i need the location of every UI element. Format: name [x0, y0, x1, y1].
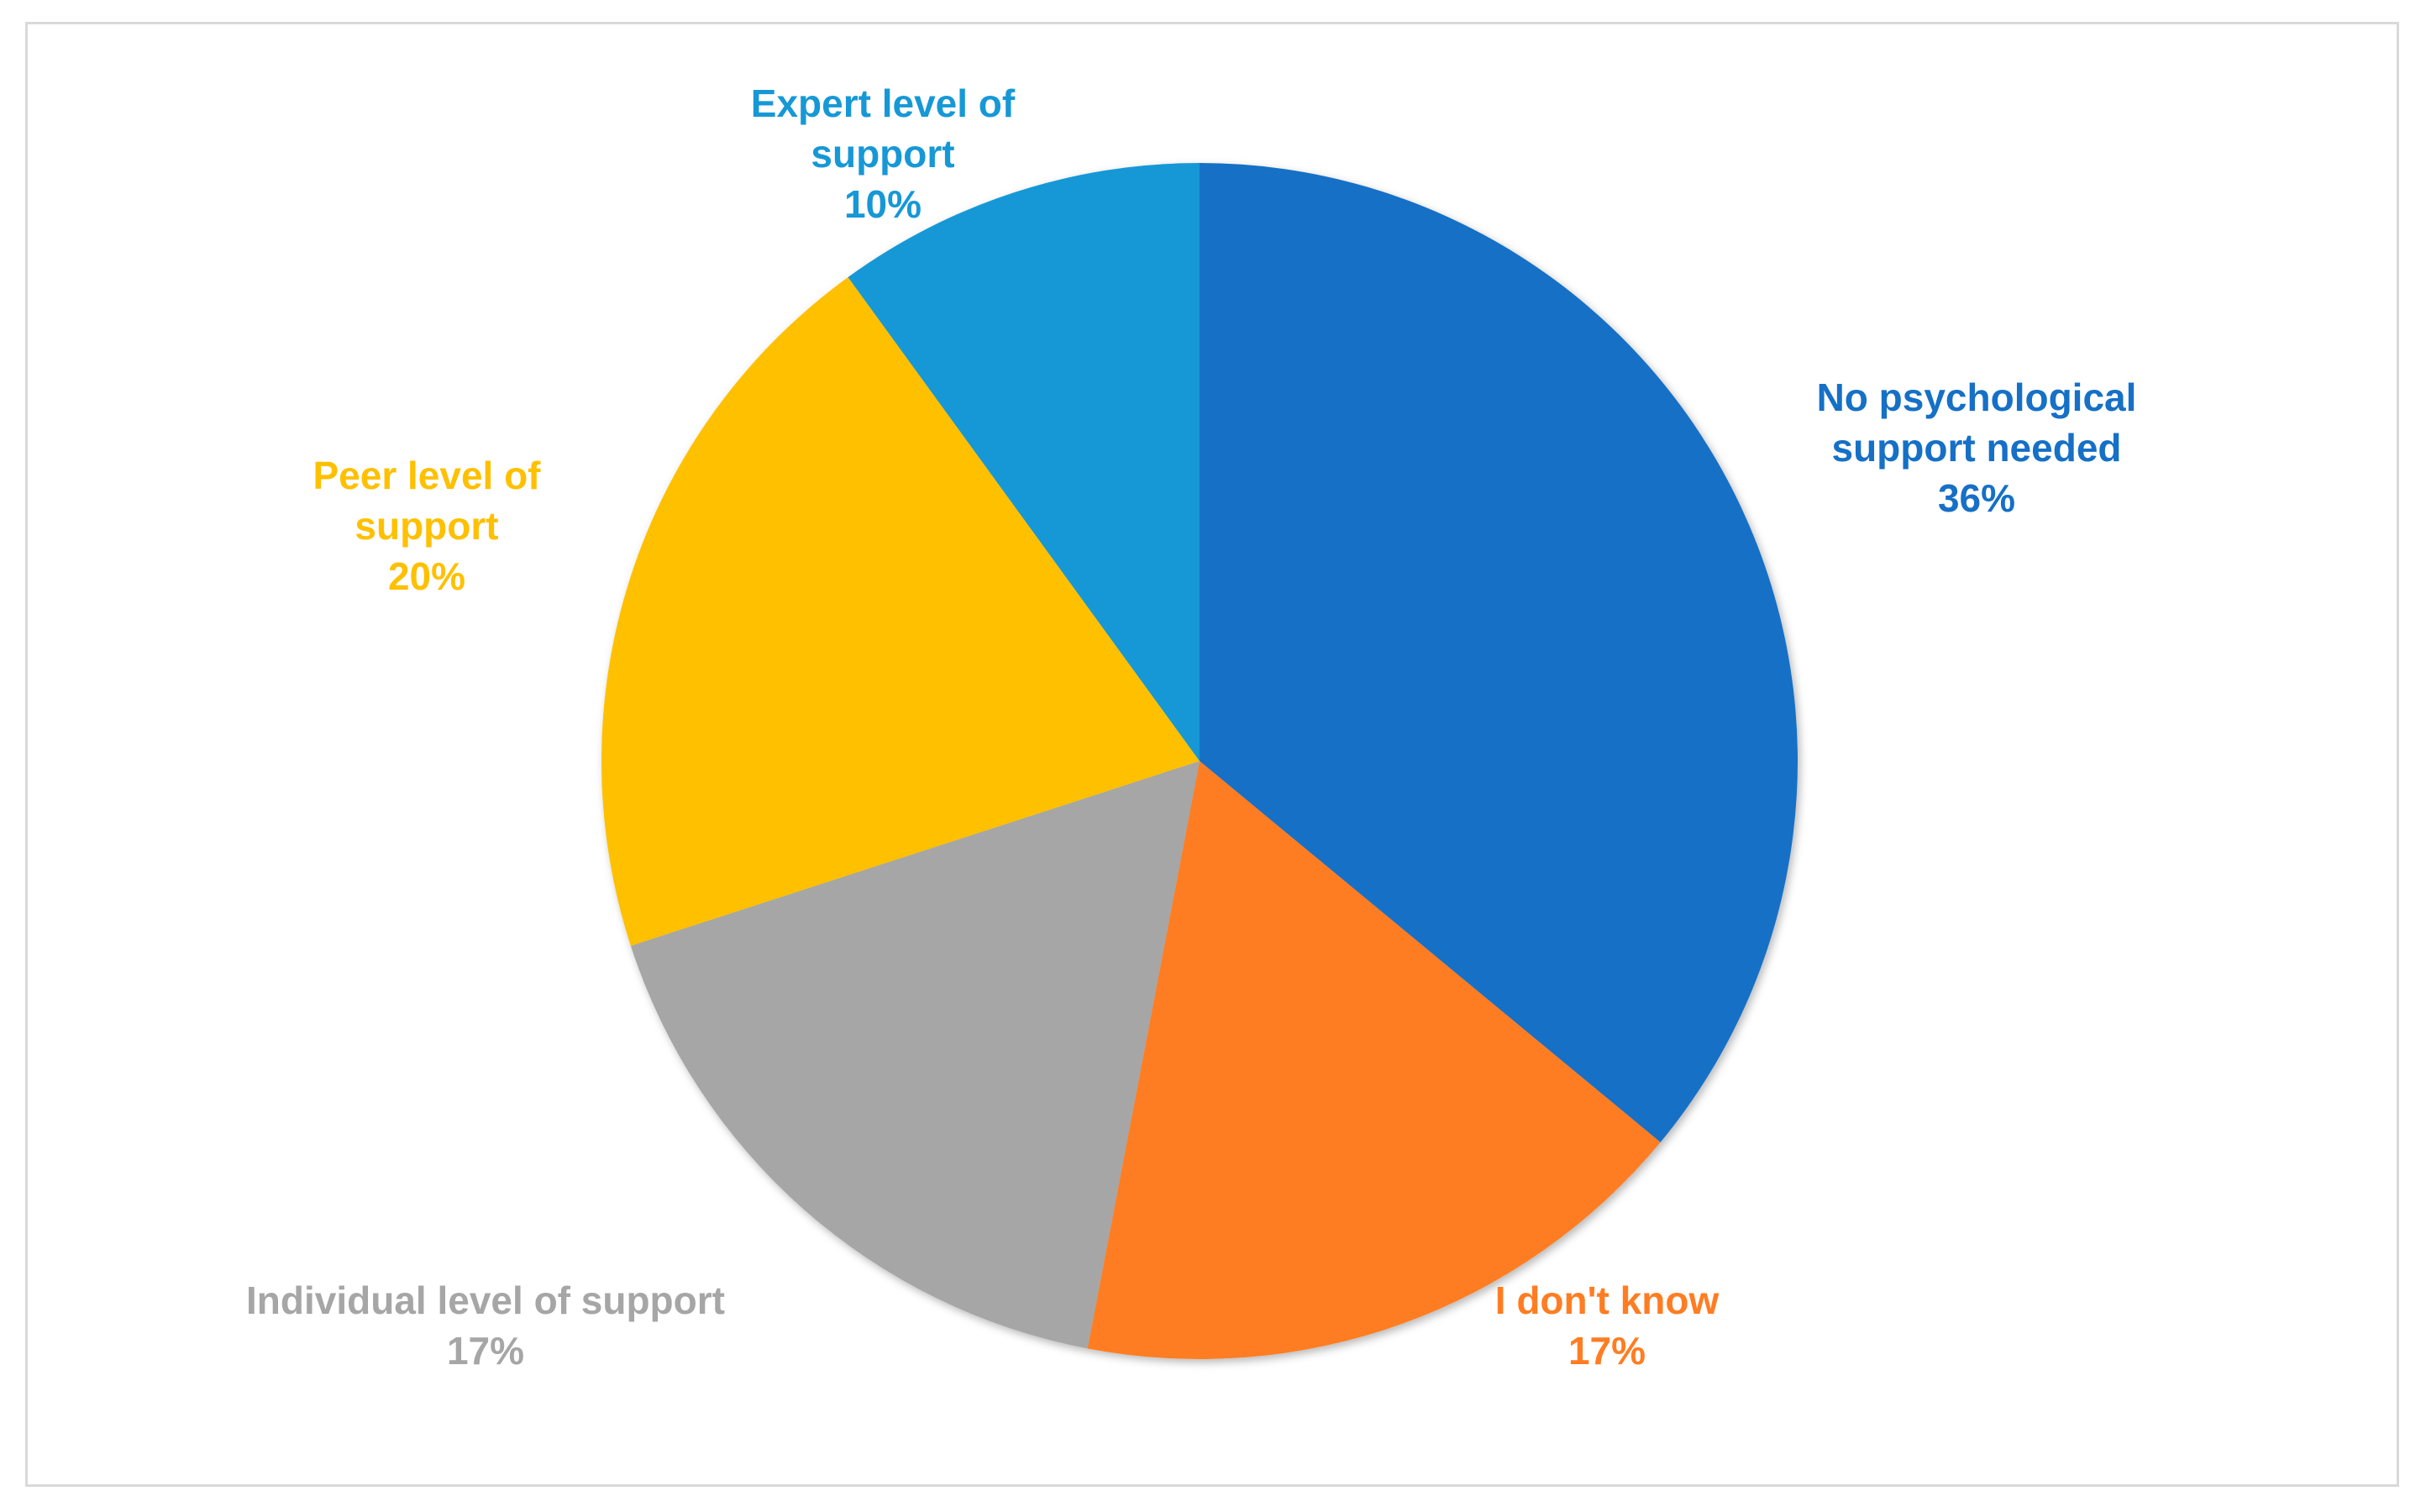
pie-label-2: I don't know 17% — [1495, 1278, 1720, 1373]
pie-slice-3 — [630, 761, 1200, 1349]
pie-slice-4 — [601, 276, 1200, 947]
pie-label-value: 36% — [1938, 476, 2015, 520]
pie-slice-2 — [1087, 761, 1661, 1360]
pie-label-name: support — [811, 132, 954, 176]
pie-label-5: Expert level of support 10% — [751, 81, 1016, 226]
chart-frame: No psychological support needed 36% I don't… — [25, 22, 2399, 1487]
pie-slice-1 — [1200, 163, 1798, 1142]
pie-label-4: Peer level of support 20% — [312, 454, 541, 598]
pie-label-value: 20% — [388, 554, 465, 598]
pie-label-name: No psychological — [1817, 375, 2137, 419]
pie-label-name: Peer level of — [312, 454, 541, 497]
pie-label-name: support needed — [1831, 426, 2121, 470]
pie-label-name: Expert level of — [751, 81, 1016, 125]
pie-slices — [601, 163, 1798, 1360]
pie-slice-5 — [848, 163, 1200, 761]
pie-labels: No psychological support needed 36% I don't… — [246, 81, 2136, 1373]
pie-label-value: 17% — [1568, 1329, 1646, 1373]
pie-label-name: I don't know — [1495, 1278, 1720, 1322]
pie-label-value: 10% — [844, 182, 922, 226]
pie-chart: No psychological support needed 36% I don't… — [246, 81, 2136, 1373]
pie-label-name: support — [354, 504, 498, 548]
pie-label-3: Individual level of support 17% — [246, 1278, 725, 1373]
pie-label-1: No psychological support needed 36% — [1817, 375, 2137, 520]
pie-label-name: Individual level of support — [246, 1278, 725, 1322]
pie-label-value: 17% — [447, 1329, 524, 1373]
